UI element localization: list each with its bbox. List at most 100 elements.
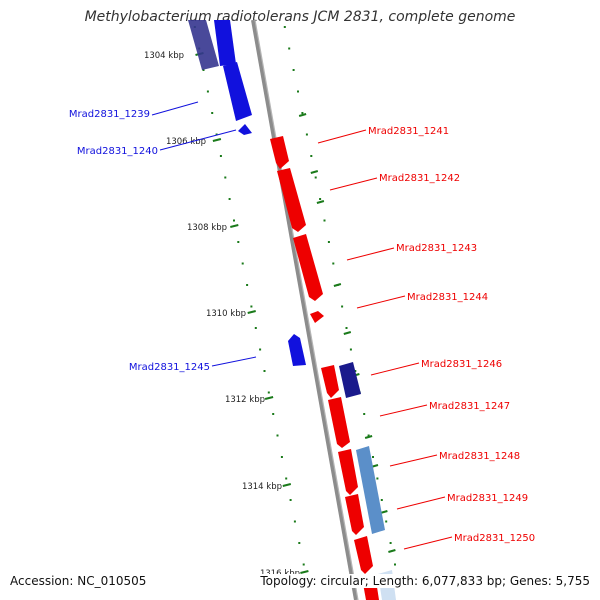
tick-dot-inner xyxy=(224,176,227,179)
major-tick-inner xyxy=(282,483,292,487)
leader-line-1239 xyxy=(151,101,199,116)
tick-dot-outer xyxy=(363,413,366,415)
gene-block-outer-light[interactable] xyxy=(356,446,385,534)
tick-dot-inner xyxy=(241,262,244,265)
gene-label-mrad2831-1247[interactable]: Mrad2831_1247 xyxy=(429,401,510,412)
gene-label-mrad2831-1248[interactable]: Mrad2831_1248 xyxy=(439,451,520,462)
leader-line-1240 xyxy=(159,129,237,151)
tick-dot-outer xyxy=(389,542,392,544)
tick-dot-outer xyxy=(292,69,295,71)
tick-dot-inner xyxy=(263,370,266,372)
tick-dot-outer xyxy=(301,112,304,114)
tick-dot-inner xyxy=(276,434,279,437)
gene-block-mrad2831-1244[interactable] xyxy=(310,311,324,323)
gene-label-mrad2831-1241[interactable]: Mrad2831_1241 xyxy=(368,126,449,137)
leader-lines xyxy=(151,101,453,550)
major-tick-inner xyxy=(300,570,309,574)
tick-dot-outer xyxy=(283,26,286,28)
leader-line-1250 xyxy=(403,536,453,550)
leader-line-1241 xyxy=(317,129,367,144)
major-tick-outer xyxy=(364,435,373,439)
tick-label-1304: 1304 kbp xyxy=(144,51,184,61)
gene-block-mrad2831-1245[interactable] xyxy=(288,334,306,366)
reverse-strand-track xyxy=(188,20,306,366)
gene-block-mrad2831-1249[interactable] xyxy=(345,494,364,535)
tick-dot-outer xyxy=(376,477,379,480)
tick-dot-inner xyxy=(211,112,214,114)
forward-strand-track xyxy=(270,136,379,600)
tick-dot-inner xyxy=(302,563,305,566)
tick-label-1310: 1310 kbp xyxy=(206,309,246,319)
tick-dot-inner xyxy=(254,327,257,329)
gene-block-mrad2831-1242[interactable] xyxy=(277,168,306,232)
tick-dot-inner xyxy=(280,456,283,458)
major-tick-outer xyxy=(388,549,396,553)
gene-block-mrad2831-1240[interactable] xyxy=(238,124,252,135)
gene-block-mrad2831-1246[interactable] xyxy=(321,365,339,398)
tick-dot-inner xyxy=(202,69,205,71)
major-tick-inner xyxy=(264,396,274,400)
tick-dot-inner xyxy=(237,241,240,243)
gene-label-mrad2831-1250[interactable]: Mrad2831_1250 xyxy=(454,533,535,544)
tick-dot-inner xyxy=(246,284,249,286)
gene-label-mrad2831-1243[interactable]: Mrad2831_1243 xyxy=(396,243,477,254)
tick-dot-outer xyxy=(354,370,357,372)
tick-dot-outer xyxy=(288,47,291,50)
tick-dot-outer xyxy=(385,520,388,523)
major-tick-outer xyxy=(316,200,325,204)
leader-line-1243 xyxy=(346,247,395,261)
major-tick-outer xyxy=(298,113,307,117)
major-tick-inner xyxy=(247,310,256,314)
leader-line-1248 xyxy=(389,454,438,467)
gene-block-mrad2831-1241[interactable] xyxy=(270,136,289,169)
tick-dot-outer xyxy=(319,198,322,200)
tick-label-1306: 1306 kbp xyxy=(166,137,206,147)
tick-dot-inner xyxy=(285,477,288,480)
tick-dot-outer xyxy=(314,176,317,179)
gene-block-reverse-dark[interactable] xyxy=(188,20,219,70)
tick-dot-outer xyxy=(367,434,370,437)
gene-block-mrad2831-1247[interactable] xyxy=(328,397,350,448)
tick-dot-outer xyxy=(341,305,344,308)
genome-backbone xyxy=(251,19,358,600)
leader-line-1242 xyxy=(329,177,378,191)
gene-block-outer-dark[interactable] xyxy=(339,362,361,398)
tick-dot-inner xyxy=(228,198,231,200)
gene-label-mrad2831-1240[interactable]: Mrad2831_1240 xyxy=(77,146,158,157)
major-tick-outer xyxy=(343,331,352,335)
gene-labels: Mrad2831_1239 Mrad2831_1240 Mrad2831_124… xyxy=(69,109,535,544)
gene-label-mrad2831-1249[interactable]: Mrad2831_1249 xyxy=(447,493,528,504)
tick-dot-outer xyxy=(345,327,348,329)
tick-dot-outer xyxy=(349,348,352,351)
gene-block-mrad2831-1248[interactable] xyxy=(338,449,358,495)
tick-dot-inner xyxy=(215,133,218,136)
tick-dot-inner xyxy=(289,499,292,501)
gene-block-mrad2831-1243[interactable] xyxy=(293,234,323,301)
tick-label-1312: 1312 kbp xyxy=(225,395,265,405)
gene-label-mrad2831-1246[interactable]: Mrad2831_1246 xyxy=(421,359,502,370)
topology-text: Topology: circular; Length: 6,077,833 bp… xyxy=(258,574,592,588)
gene-block-mrad2831-1239b[interactable] xyxy=(223,62,252,121)
gene-label-mrad2831-1245[interactable]: Mrad2831_1245 xyxy=(129,362,210,373)
gene-block-mrad2831-1239[interactable] xyxy=(214,20,236,66)
tick-dot-inner xyxy=(259,348,262,351)
tick-dot-outer xyxy=(394,563,396,566)
tick-dot-inner xyxy=(267,391,270,394)
leader-line-1249 xyxy=(396,496,446,510)
gene-label-mrad2831-1242[interactable]: Mrad2831_1242 xyxy=(379,173,460,184)
tick-label-1314: 1314 kbp xyxy=(242,482,282,492)
tick-dot-inner xyxy=(293,520,296,523)
tick-dot-inner xyxy=(250,305,253,308)
gene-label-mrad2831-1239[interactable]: Mrad2831_1239 xyxy=(69,109,150,120)
tick-dot-outer xyxy=(305,133,308,136)
leader-line-1247 xyxy=(379,404,428,417)
gene-block-mrad2831-1250[interactable] xyxy=(354,536,373,574)
gene-label-mrad2831-1244[interactable]: Mrad2831_1244 xyxy=(407,292,488,303)
tick-dot-inner xyxy=(272,413,275,415)
leader-line-1244 xyxy=(356,295,406,309)
tick-dot-inner xyxy=(219,155,222,157)
major-tick-outer xyxy=(333,283,342,287)
tick-dot-outer xyxy=(323,219,326,222)
